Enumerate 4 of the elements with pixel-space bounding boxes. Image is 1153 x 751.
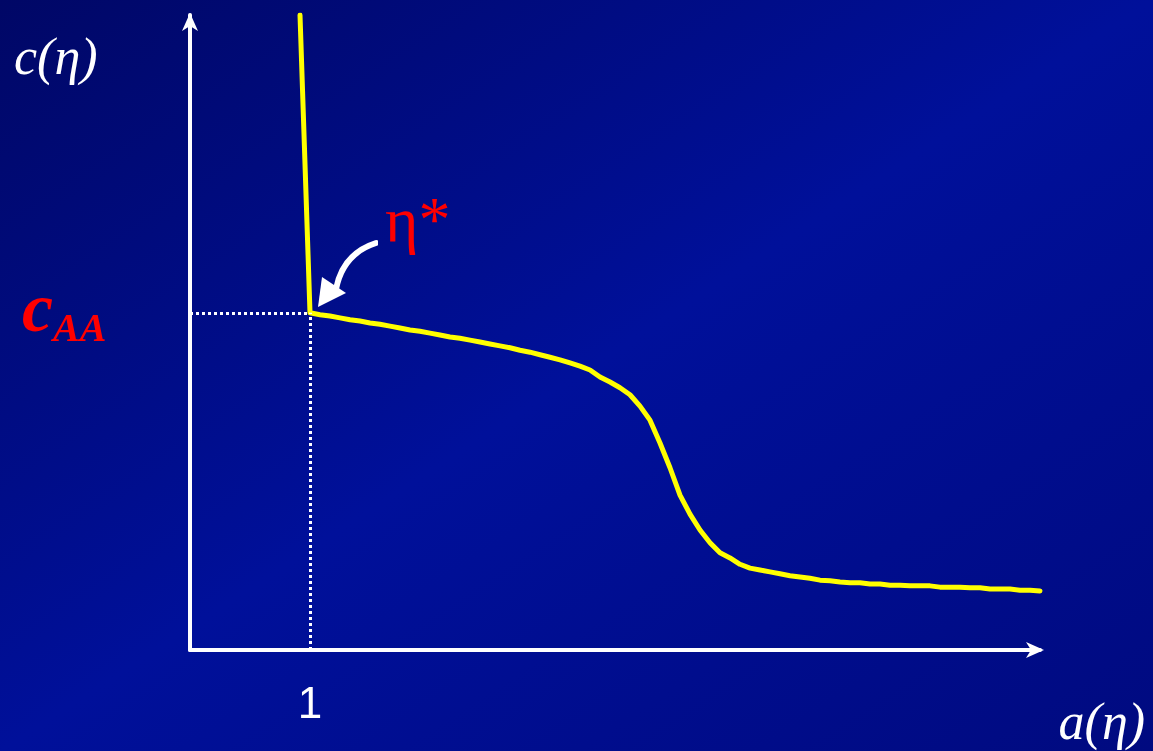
text: 1 xyxy=(297,677,323,727)
annotation: η* xyxy=(385,184,451,256)
x-axis-title: a(η) xyxy=(1058,692,1146,751)
y-axis-title: c(η) xyxy=(14,27,98,86)
